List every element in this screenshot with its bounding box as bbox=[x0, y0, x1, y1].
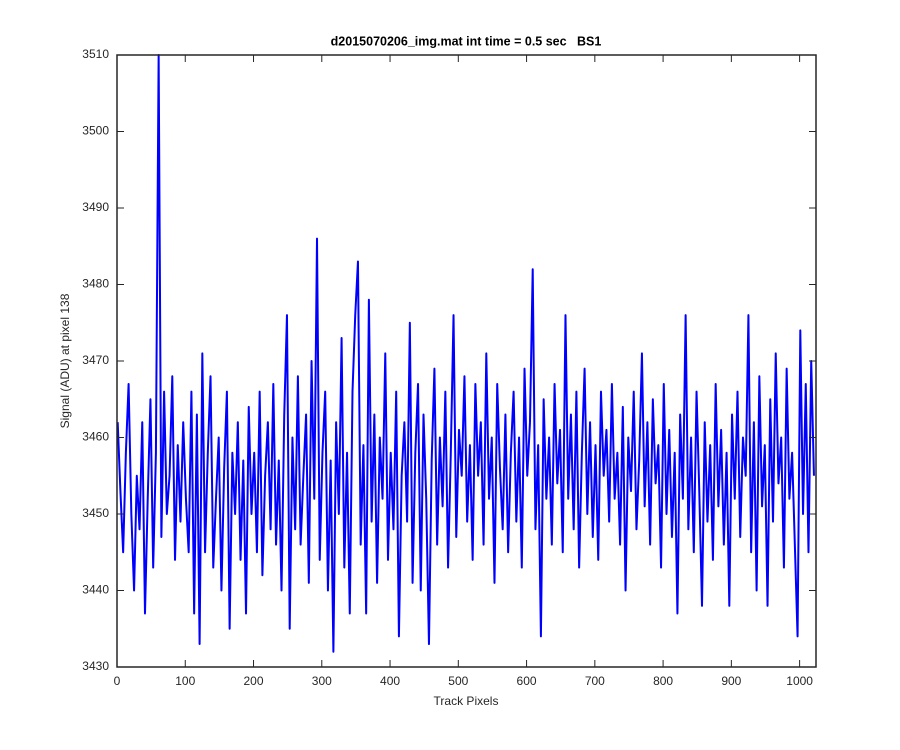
x-tick-label: 400 bbox=[380, 674, 400, 688]
x-axis-label: Track Pixels bbox=[434, 694, 499, 708]
x-tick-label: 700 bbox=[585, 674, 605, 688]
x-tick-label: 0 bbox=[114, 674, 121, 688]
x-tick-label: 900 bbox=[721, 674, 741, 688]
x-tick-label: 100 bbox=[175, 674, 195, 688]
y-tick-label: 3450 bbox=[82, 506, 109, 520]
x-tick-label: 800 bbox=[653, 674, 673, 688]
y-axis-label: Signal (ADU) at pixel 138 bbox=[58, 293, 72, 428]
x-tick-label: 200 bbox=[244, 674, 264, 688]
x-tick-label: 600 bbox=[517, 674, 537, 688]
x-tick-label: 1000 bbox=[786, 674, 813, 688]
x-tick-label: 300 bbox=[312, 674, 332, 688]
y-tick-label: 3480 bbox=[82, 277, 109, 291]
y-tick-label: 3500 bbox=[82, 124, 109, 138]
y-tick-label: 3430 bbox=[82, 659, 109, 673]
y-tick-label: 3440 bbox=[82, 583, 109, 597]
y-tick-label: 3510 bbox=[82, 47, 109, 61]
data-line bbox=[116, 54, 815, 653]
x-tick-label: 500 bbox=[448, 674, 468, 688]
y-tick-label: 3470 bbox=[82, 353, 109, 367]
chart-title: d2015070206_img.mat int time = 0.5 sec B… bbox=[331, 34, 602, 48]
y-tick-label: 3490 bbox=[82, 200, 109, 214]
y-tick-label: 3460 bbox=[82, 430, 109, 444]
